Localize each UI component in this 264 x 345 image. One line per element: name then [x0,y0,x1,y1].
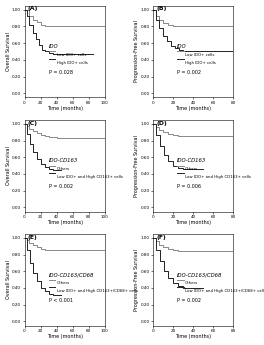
Text: Low IDO+ and High CD163+ cells: Low IDO+ and High CD163+ cells [185,175,251,179]
X-axis label: Time (months): Time (months) [47,220,83,225]
Text: Low IDO+ cells: Low IDO+ cells [185,53,215,57]
Y-axis label: Progression-Free Survival: Progression-Free Survival [134,249,139,310]
Y-axis label: Progression-Free Survival: Progression-Free Survival [134,21,139,82]
Text: High IDO+ cells: High IDO+ cells [185,61,216,65]
Text: Low IDO+ cells: Low IDO+ cells [56,53,86,57]
Y-axis label: Overall Survival: Overall Survival [6,146,11,185]
Y-axis label: Overall Survival: Overall Survival [6,260,11,299]
Text: P = 0.028: P = 0.028 [49,70,73,75]
X-axis label: Time (months): Time (months) [47,106,83,111]
Text: P < 0.001: P < 0.001 [49,298,73,303]
Text: Others: Others [56,282,70,285]
Text: Others: Others [185,282,198,285]
Text: IDO-CD163: IDO-CD163 [49,158,78,163]
Text: P = 0.002: P = 0.002 [177,70,201,75]
Text: IDO-CD163/CD68: IDO-CD163/CD68 [177,272,223,277]
Text: High IDO+ cells: High IDO+ cells [56,61,87,65]
Text: (F): (F) [156,235,166,240]
Text: (E): (E) [28,235,37,240]
Text: IDO-CD163: IDO-CD163 [177,158,206,163]
Text: (B): (B) [156,7,167,11]
X-axis label: Time (months): Time (months) [175,334,211,339]
Text: IDO: IDO [177,44,187,49]
X-axis label: Time (months): Time (months) [47,334,83,339]
Text: P = 0.002: P = 0.002 [49,184,73,189]
Text: (C): (C) [28,120,38,126]
Text: Low IDO+ and High CD163+ cells: Low IDO+ and High CD163+ cells [56,175,122,179]
Text: (A): (A) [28,7,38,11]
Text: Low IDO+ and High CD163+/CD68+ cells: Low IDO+ and High CD163+/CD68+ cells [56,289,138,293]
Text: IDO: IDO [49,44,58,49]
Y-axis label: Overall Survival: Overall Survival [6,32,11,71]
X-axis label: Time (months): Time (months) [175,220,211,225]
Text: Others: Others [56,167,70,171]
Y-axis label: Progression-Free Survival: Progression-Free Survival [134,135,139,197]
Text: Others: Others [185,167,198,171]
Text: (D): (D) [156,120,167,126]
Text: P = 0.002: P = 0.002 [177,298,201,303]
Text: P = 0.006: P = 0.006 [177,184,201,189]
X-axis label: Time (months): Time (months) [175,106,211,111]
Text: Low IDO+ and High CD163+/CD68+ cells: Low IDO+ and High CD163+/CD68+ cells [185,289,264,293]
Text: IDO-CD163/CD68: IDO-CD163/CD68 [49,272,94,277]
